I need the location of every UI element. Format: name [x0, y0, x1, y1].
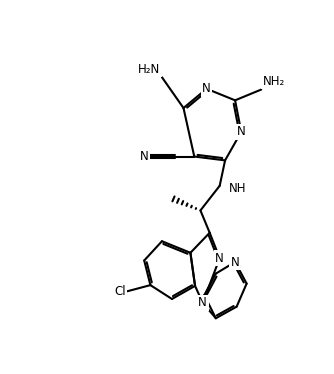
Text: N: N [215, 252, 224, 265]
Text: NH: NH [229, 182, 246, 194]
Text: Cl: Cl [114, 285, 126, 298]
Text: N: N [202, 82, 211, 95]
Text: N: N [237, 125, 245, 138]
Text: H₂N: H₂N [138, 63, 160, 76]
Text: N: N [231, 255, 239, 269]
Text: N: N [198, 296, 207, 309]
Text: N: N [140, 150, 149, 163]
Text: NH₂: NH₂ [263, 75, 285, 88]
